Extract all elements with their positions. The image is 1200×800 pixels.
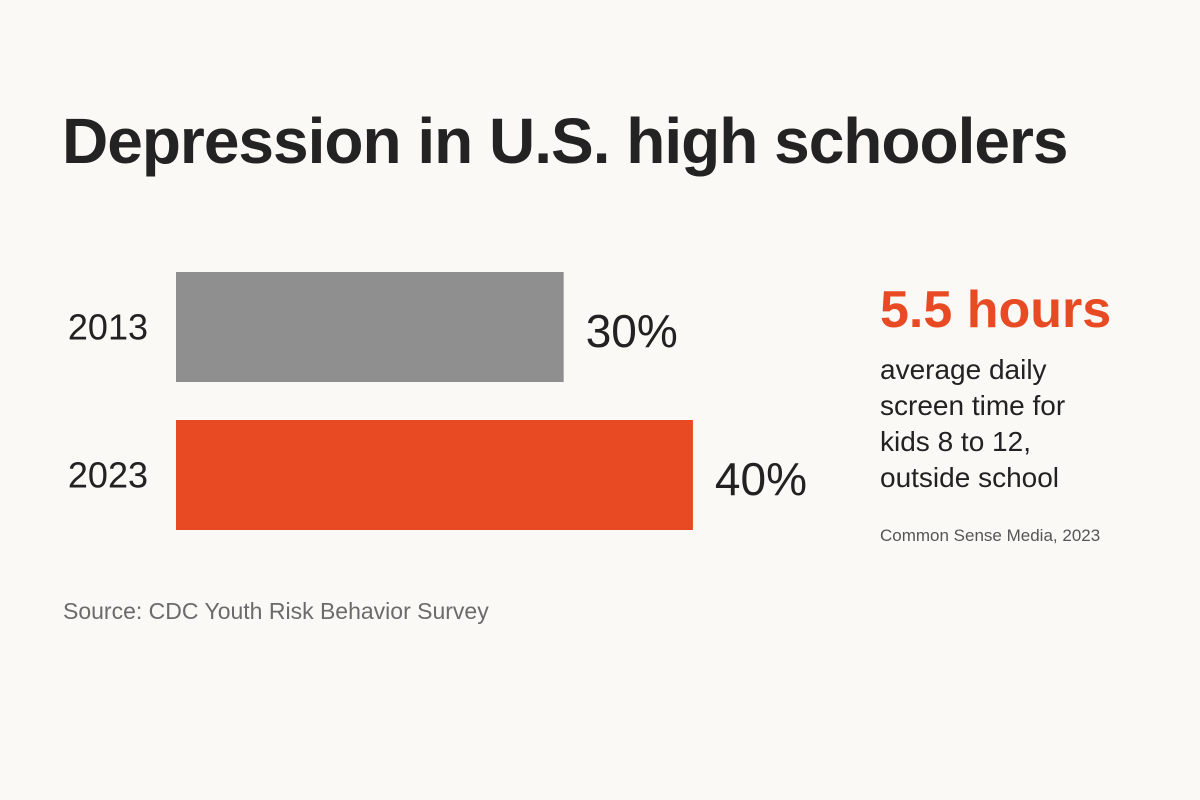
chart-source: Source: CDC Youth Risk Behavior Survey [63,598,489,624]
value-label-2023: 40% [715,453,807,505]
screen-time-callout: 5.5 hours average daily screen time for … [880,280,1180,546]
bar-2013 [176,272,564,382]
callout-description: average daily screen time for kids 8 to … [880,354,1066,493]
value-label-2013: 30% [586,305,678,357]
callout-stat: 5.5 hours [880,281,1112,339]
bar-2023 [176,420,693,530]
callout-source: Common Sense Media, 2023 [880,526,1101,545]
category-label-2013: 2013 [68,307,148,348]
chart-title: Depression in U.S. high schoolers [62,105,1068,177]
category-label-2023: 2023 [68,455,148,496]
